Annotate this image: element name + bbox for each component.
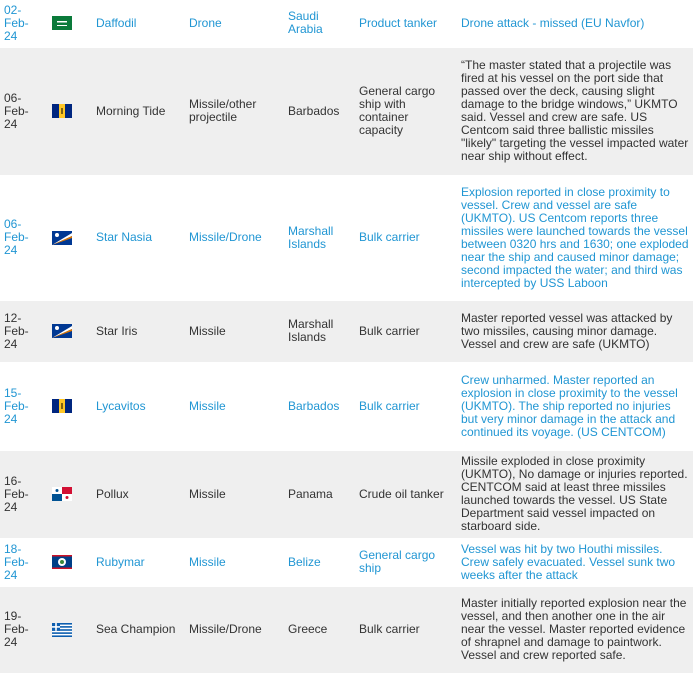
flag-state: Barbados — [284, 47, 355, 175]
description: Explosion reported in close proximity to… — [457, 175, 693, 300]
attack-type: Drone — [185, 0, 284, 47]
flag-state: Saudi Arabia — [284, 0, 355, 47]
flag-cell — [46, 300, 92, 362]
vessel-name: Pollux — [92, 450, 185, 538]
date: 06-Feb-24 — [0, 175, 46, 300]
flag-icon — [52, 230, 72, 245]
vessel-type: Bulk carrier — [355, 175, 457, 300]
attack-type: Missile — [185, 450, 284, 538]
vessel-name: Daffodil — [92, 0, 185, 47]
description: Master initially reported explosion near… — [457, 586, 693, 673]
attack-type: Missile/Drone — [185, 586, 284, 673]
table-row: 15-Feb-24 Lycavitos Missile Barbados Bulk ca… — [0, 362, 693, 450]
flag-state: Marshall Islands — [284, 300, 355, 362]
flag-state: Barbados — [284, 362, 355, 450]
flag-cell — [46, 47, 92, 175]
flag-cell — [46, 0, 92, 47]
description: Missile exploded in close proximity (UKM… — [457, 450, 693, 538]
date: 06-Feb-24 — [0, 47, 46, 175]
vessel-name: Sea Champion — [92, 586, 185, 673]
date: 18-Feb-24 — [0, 538, 46, 586]
description: Master reported vessel was attacked by t… — [457, 300, 693, 362]
date: 15-Feb-24 — [0, 362, 46, 450]
attack-type: Missile — [185, 300, 284, 362]
flag-cell — [46, 586, 92, 673]
vessel-type: Product tanker — [355, 0, 457, 47]
flag-icon — [52, 399, 72, 413]
flag-cell — [46, 450, 92, 538]
vessel-name: Rubymar — [92, 538, 185, 586]
vessel-type: Bulk carrier — [355, 300, 457, 362]
attack-type: Missile — [185, 538, 284, 586]
vessel-name: Star Nasia — [92, 175, 185, 300]
flag-icon — [52, 104, 72, 118]
flag-state: Belize — [284, 538, 355, 586]
table-row: 19-Feb-24 Sea Champion Missile/Drone Greece… — [0, 586, 693, 673]
vessel-name: Morning Tide — [92, 47, 185, 175]
flag-icon — [52, 16, 72, 31]
description: Drone attack - missed (EU Navfor) — [457, 0, 693, 47]
table-row: 18-Feb-24 Rubymar Missile Belize General car… — [0, 538, 693, 586]
table-row: 16-Feb-24 Pollux Missile Panama Crude oil ta… — [0, 450, 693, 538]
date: 12-Feb-24 — [0, 300, 46, 362]
description: Crew unharmed. Master reported an explos… — [457, 362, 693, 450]
date: 02-Feb-24 — [0, 0, 46, 47]
flag-icon — [52, 555, 72, 569]
flag-cell — [46, 175, 92, 300]
description: “The master stated that a projectile was… — [457, 47, 693, 175]
table-row: 12-Feb-24 Star Iris Missile Marshall Island… — [0, 300, 693, 362]
attack-type: Missile — [185, 362, 284, 450]
date: 19-Feb-24 — [0, 586, 46, 673]
vessel-type: Crude oil tanker — [355, 450, 457, 538]
vessel-name: Lycavitos — [92, 362, 185, 450]
vessel-type: General cargo ship — [355, 538, 457, 586]
flag-icon — [52, 487, 72, 501]
flag-icon — [52, 324, 72, 338]
flag-state: Greece — [284, 586, 355, 673]
table-row: 06-Feb-24 Morning Tide Missile/other proje… — [0, 47, 693, 175]
date: 16-Feb-24 — [0, 450, 46, 538]
flag-cell — [46, 362, 92, 450]
description: Vessel was hit by two Houthi missiles. C… — [457, 538, 693, 586]
vessel-type: General cargo ship with container capaci… — [355, 47, 457, 175]
vessel-name: Star Iris — [92, 300, 185, 362]
attack-type: Missile/Drone — [185, 175, 284, 300]
flag-cell — [46, 538, 92, 586]
flag-state: Panama — [284, 450, 355, 538]
table-row: 06-Feb-24 Star Nasia Missile/Drone Marshall… — [0, 175, 693, 300]
attack-type: Missile/other projectile — [185, 47, 284, 175]
vessel-type: Bulk carrier — [355, 586, 457, 673]
vessel-type: Bulk carrier — [355, 362, 457, 450]
flag-icon — [52, 622, 72, 637]
flag-state: Marshall Islands — [284, 175, 355, 300]
table-row: 02-Feb-24 Daffodil Drone Saudi Arabia Produc… — [0, 0, 693, 47]
